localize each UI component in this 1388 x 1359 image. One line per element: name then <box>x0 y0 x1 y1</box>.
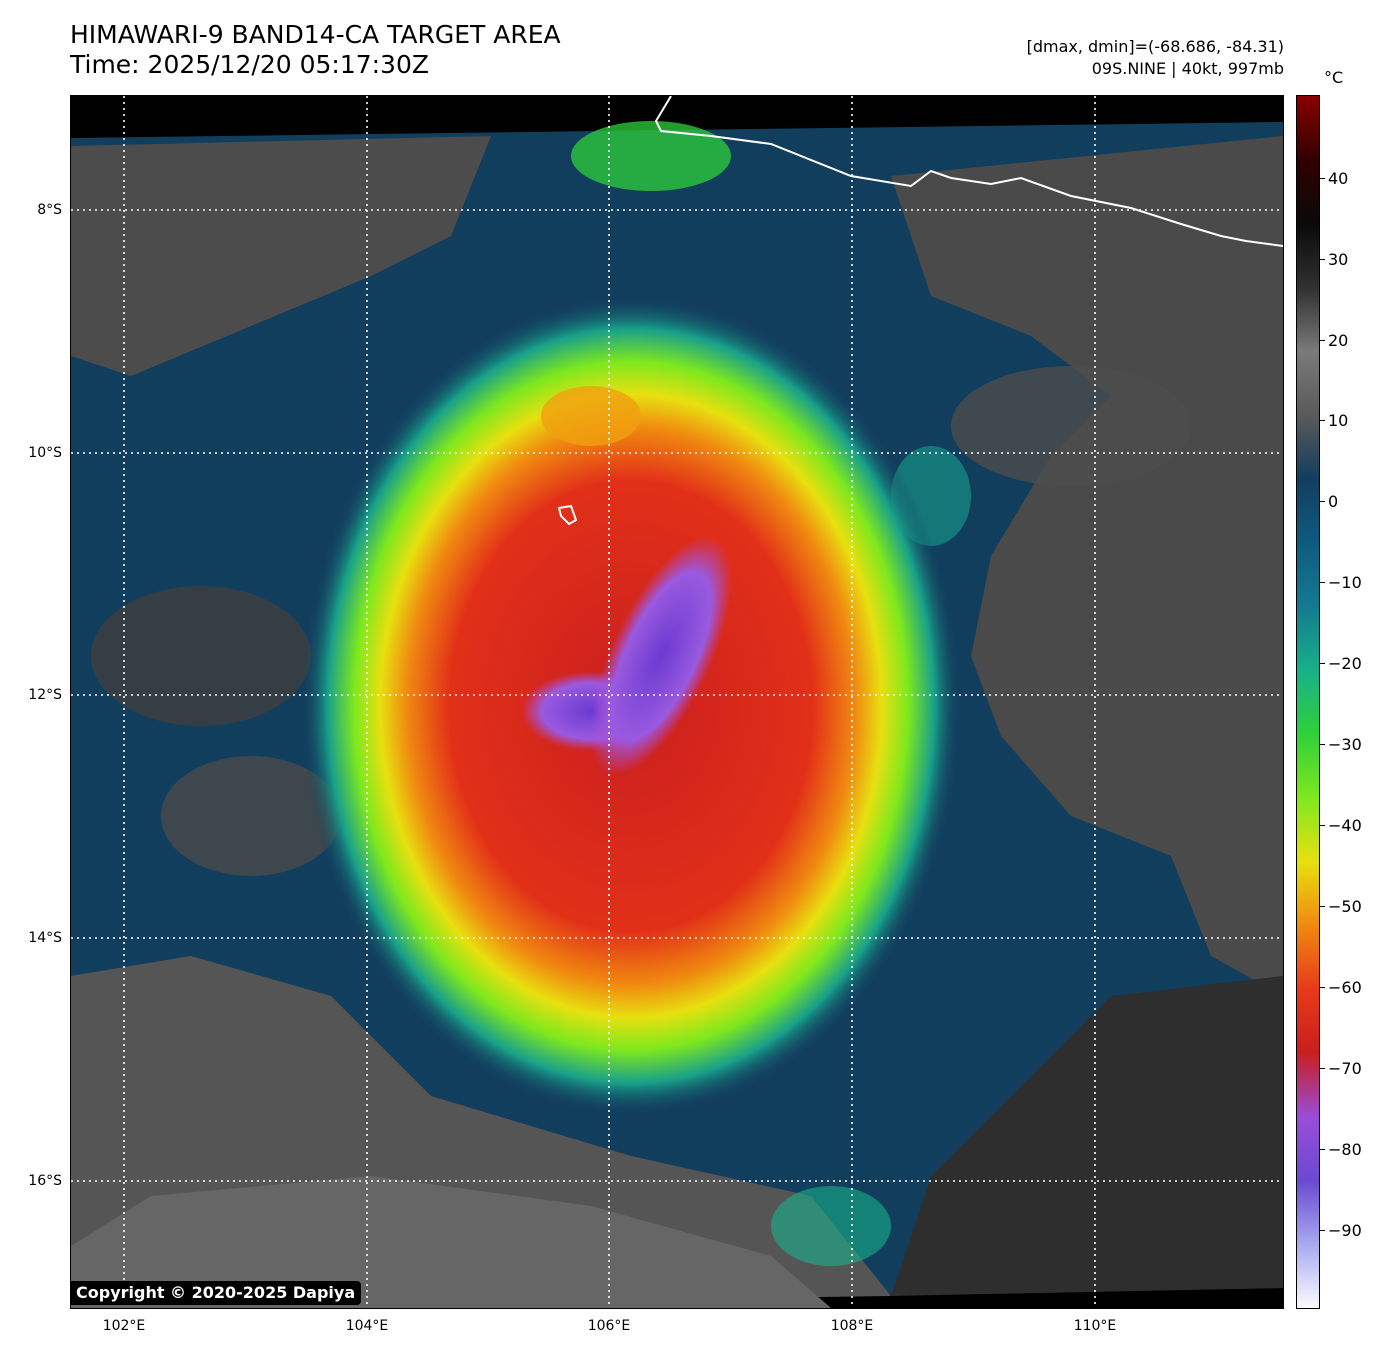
lat-label: 16°S <box>28 1173 62 1189</box>
satellite-image <box>70 95 1284 1309</box>
lon-label: 102°E <box>102 1318 146 1334</box>
colorbar-unit: °C <box>1324 68 1344 87</box>
colorbar-tick: 20 <box>1319 331 1349 350</box>
time-line: Time: 2025/12/20 05:17:30Z <box>70 50 429 79</box>
colorbar-tick: 30 <box>1319 250 1349 269</box>
lat-label: 12°S <box>28 687 62 703</box>
title-line: HIMAWARI-9 BAND14-CA TARGET AREA <box>70 20 561 49</box>
colorbar-tick: −50 <box>1320 897 1362 916</box>
colorbar-tick: −80 <box>1320 1140 1362 1159</box>
lat-label: 8°S <box>37 202 62 218</box>
lon-label: 104°E <box>345 1318 389 1334</box>
storm-label: 09S.NINE | 40kt, 997mb <box>1091 59 1284 78</box>
colorbar <box>1296 95 1320 1309</box>
chart-title: HIMAWARI-9 BAND14-CA TARGET AREA Time: 2… <box>70 20 561 80</box>
lat-label: 14°S <box>28 930 62 946</box>
dmax-dmin-label: [dmax, dmin]=(-68.686, -84.31) <box>1026 37 1284 56</box>
colorbar-tick: −60 <box>1320 978 1362 997</box>
storm-info: [dmax, dmin]=(-68.686, -84.31) 09S.NINE … <box>1027 36 1284 80</box>
lat-label: 10°S <box>28 445 62 461</box>
colorbar-tick: 10 <box>1319 411 1349 430</box>
colorbar-tick: −40 <box>1320 816 1362 835</box>
colorbar-tick: 0 <box>1319 492 1339 511</box>
colorbar-tick: −10 <box>1320 573 1362 592</box>
lon-label: 108°E <box>830 1318 874 1334</box>
lon-label: 106°E <box>587 1318 631 1334</box>
colorbar-tick: −30 <box>1320 735 1362 754</box>
colorbar-tick: 40 <box>1319 169 1349 188</box>
colorbar-tick: −90 <box>1320 1221 1362 1240</box>
satellite-imagery-svg <box>71 96 1283 1308</box>
copyright-label: Copyright © 2020-2025 Dapiya <box>70 1281 362 1305</box>
lon-label: 110°E <box>1073 1318 1117 1334</box>
colorbar-tick: −20 <box>1320 654 1362 673</box>
colorbar-tick: −70 <box>1320 1059 1362 1078</box>
